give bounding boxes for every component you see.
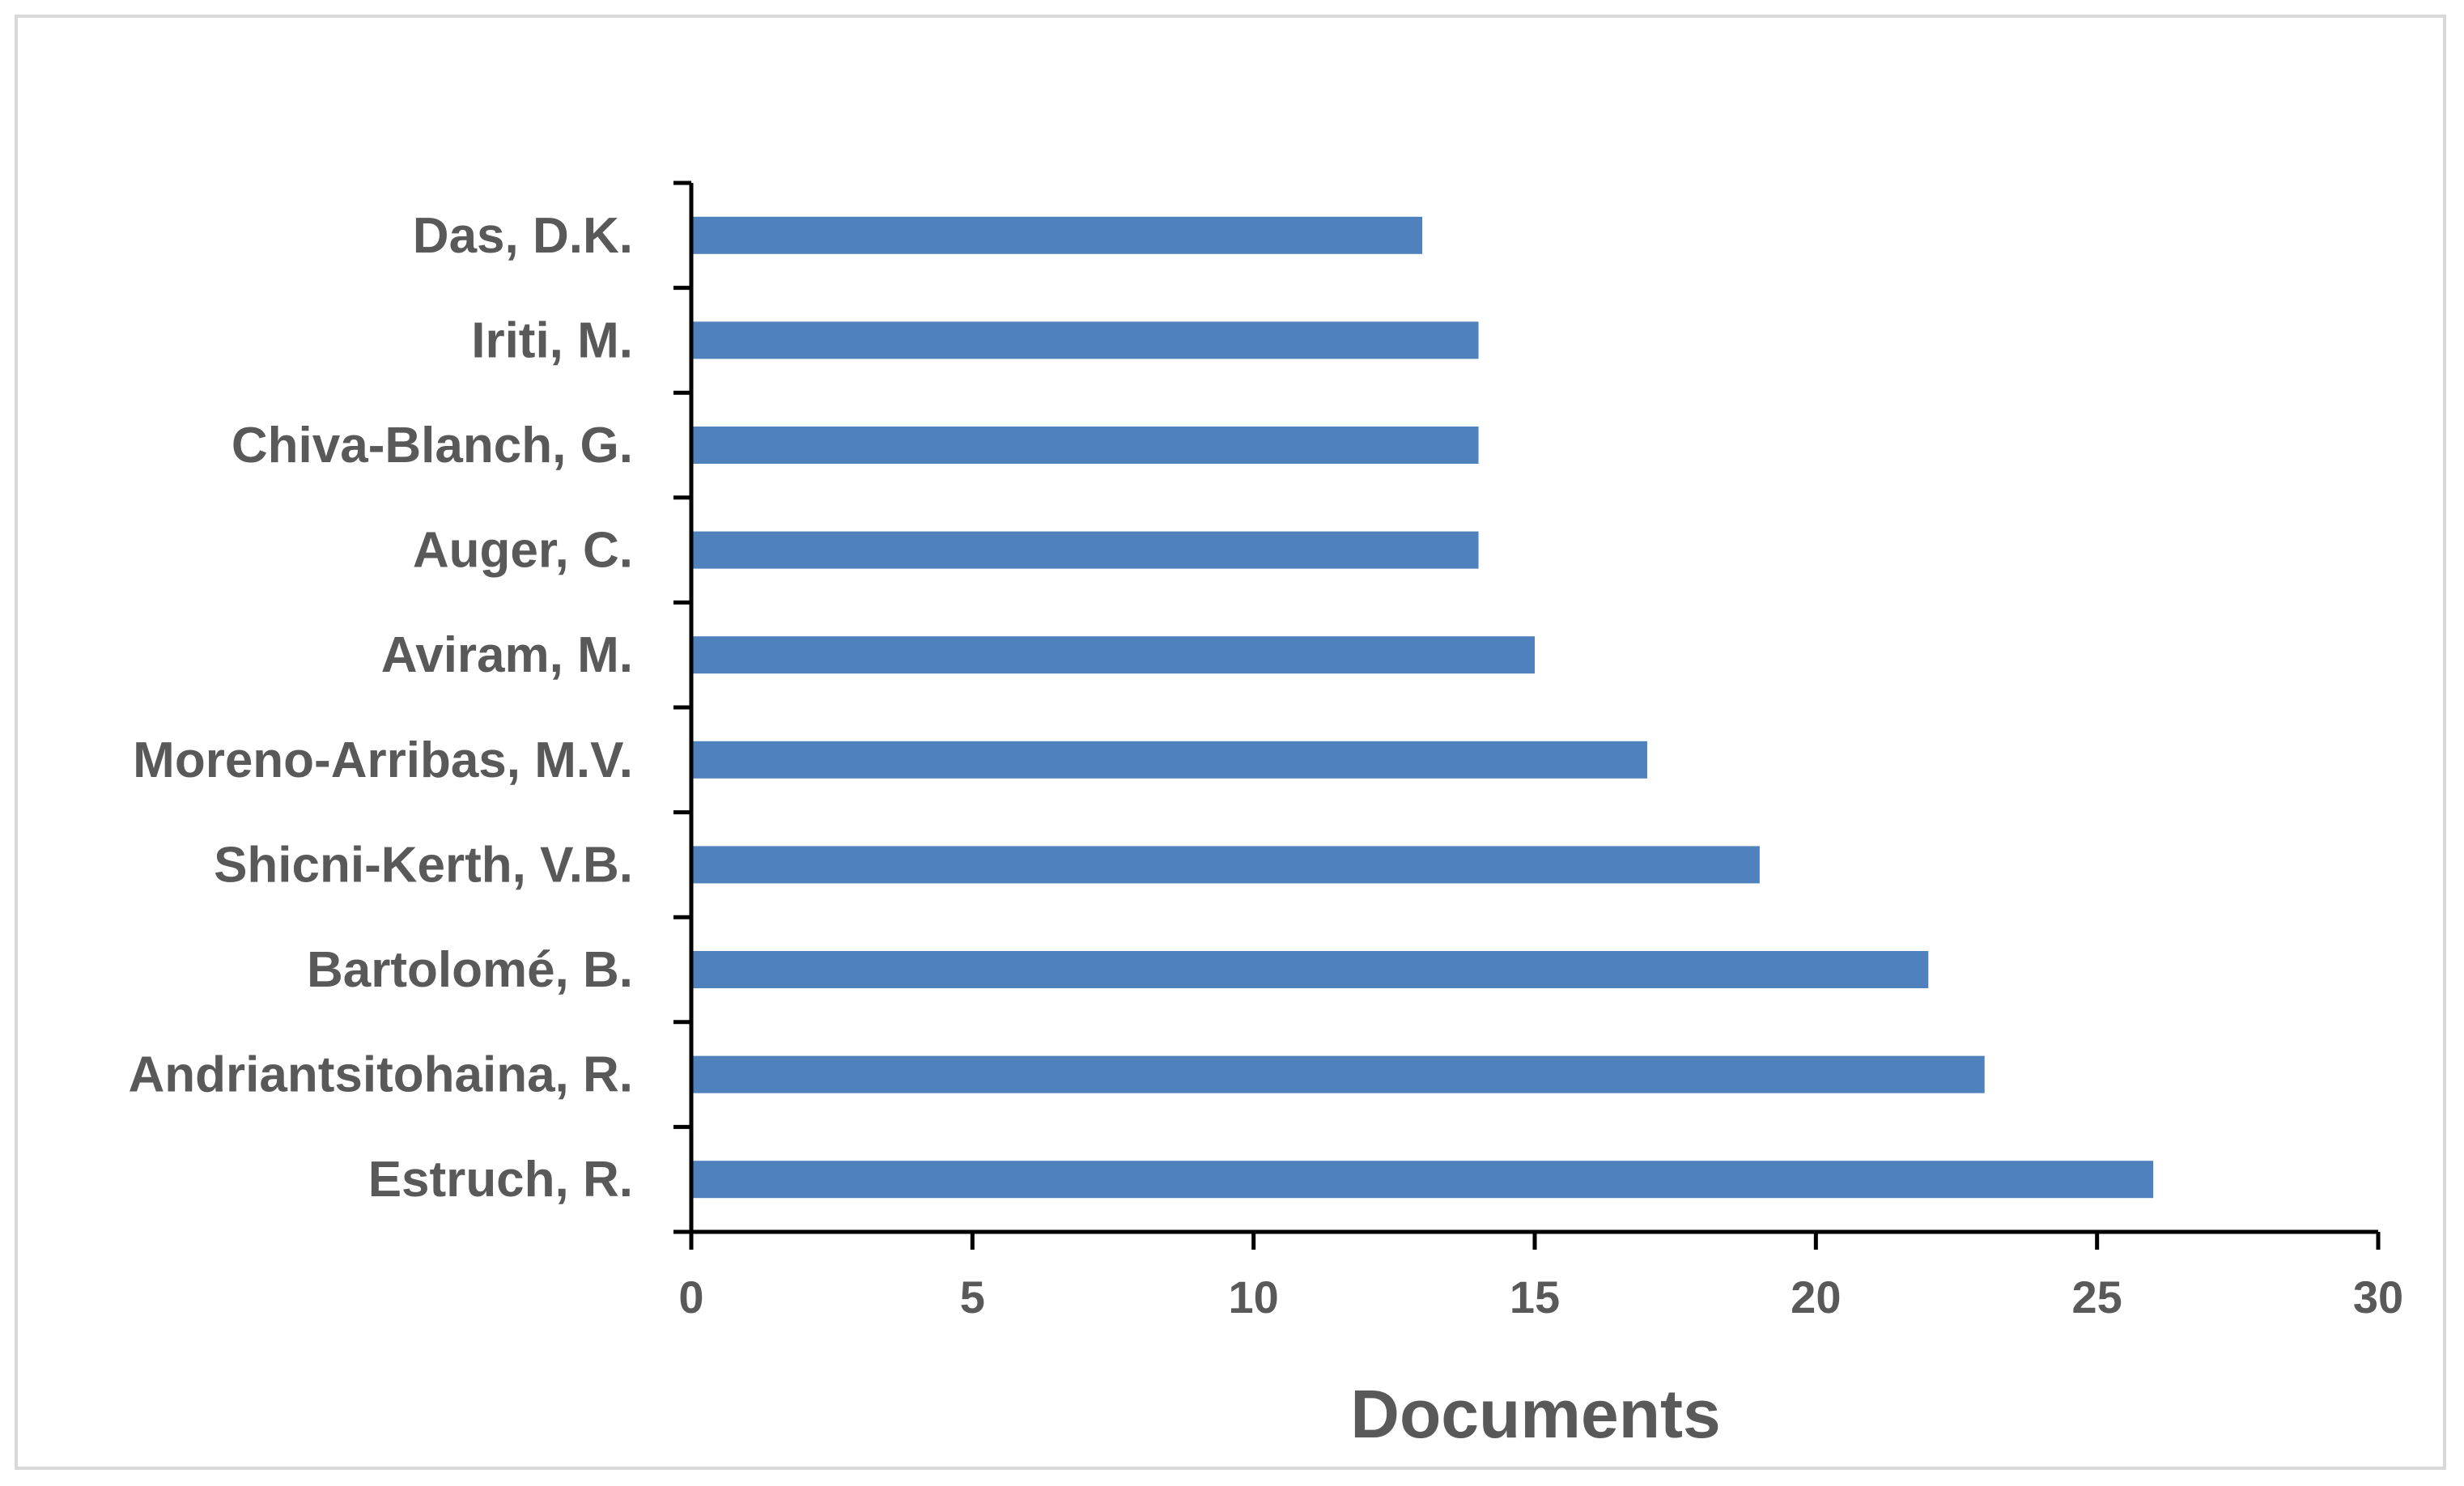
x-tick-label: 0 bbox=[678, 1272, 703, 1323]
bar bbox=[691, 321, 1479, 359]
bar bbox=[691, 1055, 1985, 1093]
y-axis bbox=[673, 180, 694, 1234]
bar bbox=[691, 216, 1423, 254]
x-axis-title: Documents bbox=[1350, 1376, 1720, 1452]
category-label: Estruch, R. bbox=[368, 1152, 633, 1208]
category-label: Moreno-Arribas, M.V. bbox=[133, 732, 633, 788]
category-labels: Estruch, R. Andriantsitohaina, R. Bartolom… bbox=[129, 208, 633, 1208]
category-label: Shicni-Kerth, V.B. bbox=[214, 837, 633, 893]
category-label: Andriantsitohaina, R. bbox=[129, 1047, 633, 1103]
x-tick-labels: 0 5 10 15 20 25 30 bbox=[678, 1272, 2403, 1323]
bar bbox=[691, 531, 1479, 569]
x-tick-label: 30 bbox=[2353, 1272, 2403, 1323]
bar bbox=[691, 951, 1929, 988]
category-label: Iriti, M. bbox=[471, 312, 633, 368]
bars-group bbox=[691, 216, 2154, 1199]
x-tick-label: 25 bbox=[2072, 1272, 2122, 1323]
category-label: Chiva-Blanch, G. bbox=[232, 418, 633, 473]
category-label: Bartolomé, B. bbox=[307, 942, 633, 998]
category-label: Aviram, M. bbox=[381, 627, 633, 683]
x-tick-label: 20 bbox=[1791, 1272, 1841, 1323]
bar bbox=[691, 846, 1760, 884]
x-tick-label: 5 bbox=[960, 1272, 985, 1323]
x-tick-label: 10 bbox=[1229, 1272, 1279, 1323]
bar bbox=[691, 1161, 2154, 1199]
category-label: Auger, C. bbox=[413, 523, 633, 579]
bar bbox=[691, 741, 1647, 779]
bar bbox=[691, 427, 1479, 464]
category-label: Das, D.K. bbox=[413, 208, 633, 264]
x-axis bbox=[689, 1229, 2381, 1250]
x-tick-label: 15 bbox=[1510, 1272, 1560, 1323]
bar bbox=[691, 636, 1535, 674]
